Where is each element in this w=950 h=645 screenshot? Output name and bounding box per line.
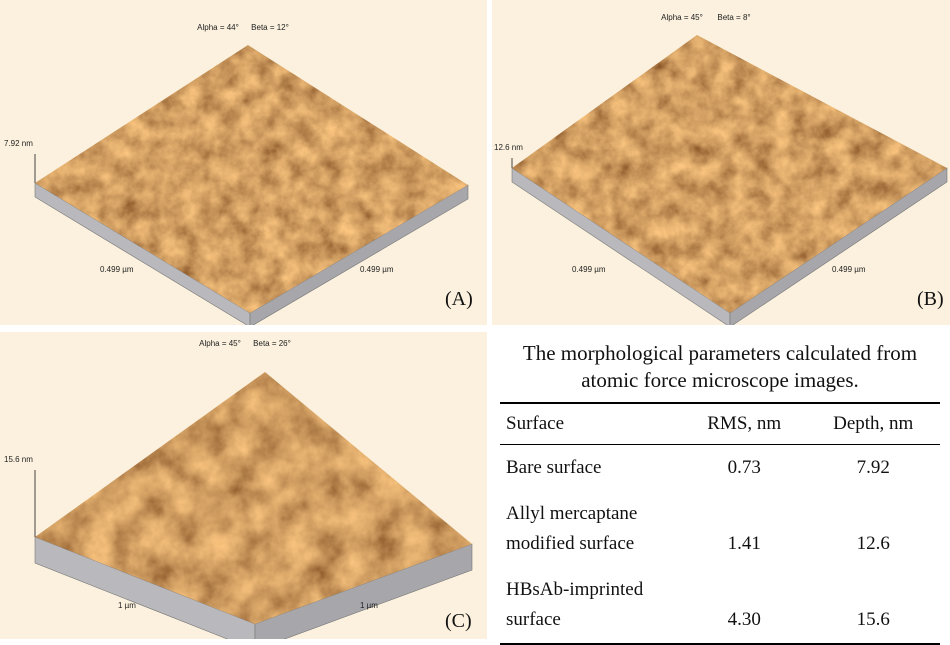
panel-label: (A) (445, 288, 473, 310)
x-label: 1 µm (118, 601, 136, 610)
alpha-label: Alpha = 45° (661, 13, 703, 22)
table-cell: HBsAb-imprinted surface (500, 567, 682, 644)
table-cell: 12.6 (806, 491, 940, 567)
x-label: 0.499 µm (100, 265, 134, 274)
z-label: 12.6 nm (494, 143, 523, 152)
afm-image: Alpha = 44° Beta = 12° 7.92 nm 0.499 µm 0.49… (0, 0, 487, 325)
beta-label: Beta = 8° (717, 13, 750, 22)
header-row: Surface RMS, nm Depth, nm (500, 403, 940, 445)
table-cell: 0.73 (682, 445, 806, 492)
parameter-table-block: The morphological parameters calculated … (500, 340, 940, 645)
x-label: 1 µm (360, 601, 378, 610)
afm-panel: Alpha = 45° Beta = 8° 12.6 nm 0.499 µm 0.499… (492, 0, 950, 325)
alpha-label: Alpha = 44° (197, 23, 239, 32)
page: Alpha = 44° Beta = 12° 7.92 nm 0.499 µm 0.49… (0, 0, 950, 639)
beta-label: Beta = 12° (251, 23, 289, 32)
z-label: 15.6 nm (4, 455, 33, 464)
table-cell: Bare surface (500, 445, 682, 492)
header-cell: RMS, nm (682, 403, 806, 445)
header-cell: Depth, nm (806, 403, 940, 445)
table-cell: 4.30 (682, 567, 806, 644)
panel-label: (C) (445, 610, 472, 632)
afm-image: Alpha = 45° Beta = 26° 15.6 nm 1 µm 1 µm (C) (0, 332, 487, 639)
x-label: 0.499 µm (360, 265, 394, 274)
table-cell: 7.92 (806, 445, 940, 492)
table-cell: Allyl mercaptane modified surface (500, 491, 682, 567)
x-label: 0.499 µm (572, 265, 606, 274)
z-label: 7.92 nm (4, 139, 33, 148)
table-cell: 1.41 (682, 491, 806, 567)
table-cell: 15.6 (806, 567, 940, 644)
afm-panel: Alpha = 45° Beta = 26° 15.6 nm 1 µm 1 µm (C) (0, 332, 487, 639)
afm-panel: Alpha = 44° Beta = 12° 7.92 nm 0.499 µm 0.49… (0, 0, 487, 325)
x-label: 0.499 µm (832, 265, 866, 274)
afm-image: Alpha = 45° Beta = 8° 12.6 nm 0.499 µm 0.499… (492, 0, 950, 325)
alpha-label: Alpha = 45° (199, 339, 241, 348)
header-cell: Surface (500, 403, 682, 445)
panel-label: (B) (917, 288, 944, 310)
table-caption: The morphological parameters calculated … (500, 340, 940, 402)
beta-label: Beta = 26° (253, 339, 291, 348)
